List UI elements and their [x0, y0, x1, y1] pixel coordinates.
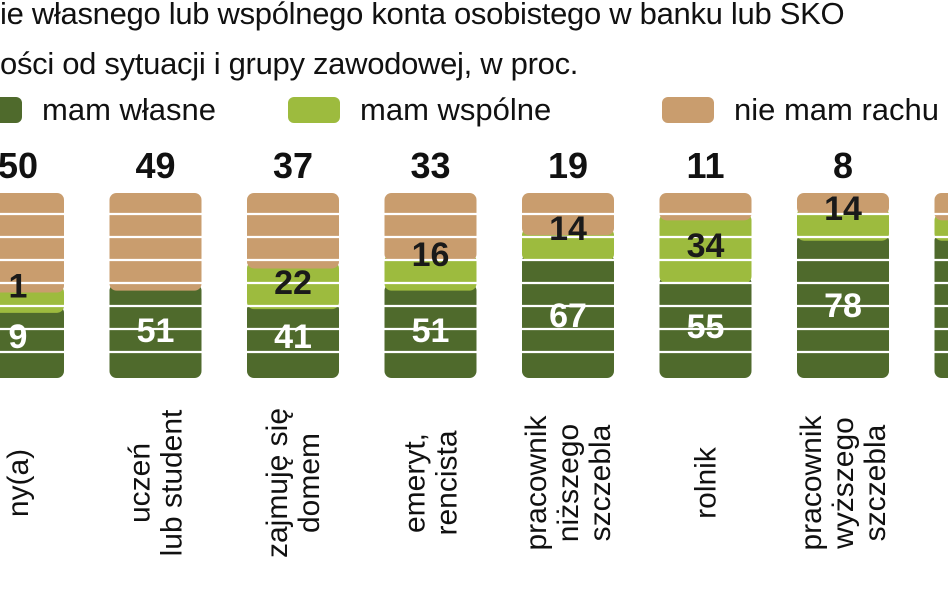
legend-swatch-own — [0, 97, 22, 123]
x-tick-label-text: ny(a) — [2, 449, 35, 517]
chart-title: ie własnego lub wspólnego konta osobiste… — [0, 0, 845, 31]
data-label-shared: 22 — [274, 264, 312, 302]
data-label-own: 67 — [549, 297, 587, 335]
data-label-none: 11 — [686, 145, 724, 186]
x-tick-label: zajmuję siędomem — [261, 408, 326, 558]
data-label-own: 55 — [687, 308, 725, 346]
bar-segment-shared — [659, 213, 752, 284]
legend-item-none: nie mam rachu — [662, 90, 939, 130]
x-tick-label: pracownikwyższegoszczebla — [795, 414, 892, 550]
x-tick-label-line: domem — [293, 433, 326, 533]
bar-segment-own — [109, 283, 202, 378]
data-label-shared: 16 — [412, 236, 450, 274]
bar-segment-shared — [797, 207, 889, 241]
data-label-shared: 14 — [549, 210, 587, 248]
data-label-own: 78 — [824, 287, 862, 325]
bar-segment-own — [384, 283, 477, 378]
x-tick-label-line: ny(a) — [2, 449, 35, 517]
bar-segment-shared — [247, 261, 339, 310]
data-label-own: 41 — [274, 318, 312, 356]
x-tick-label: ny(a) — [2, 449, 35, 517]
bar-segment-own — [522, 254, 614, 378]
x-tick-label-line: pracownik — [520, 414, 553, 550]
legend-label-own: mam własne — [42, 92, 216, 127]
x-tick-label-line: szczebla — [859, 424, 892, 541]
x-tick-label-line: zajmuję się — [261, 408, 294, 558]
x-tick-label-text: uczeńlub student — [124, 409, 189, 556]
x-tick-label-text: emeryt,rencista — [399, 430, 464, 535]
bar-segment-none — [659, 193, 752, 221]
legend-swatch-shared — [288, 97, 340, 123]
data-label-none: 19 — [548, 145, 588, 186]
x-tick-label-text: pracownikwyższegoszczebla — [795, 414, 892, 550]
bar-segment-own — [247, 302, 339, 378]
data-label-own: 51 — [412, 312, 450, 350]
legend-swatch-none — [662, 97, 714, 123]
data-label-shared: 14 — [824, 190, 862, 228]
legend-label-none: nie mam rachu — [734, 92, 940, 127]
data-label-none: 50 — [0, 145, 38, 186]
legend-label-shared: mam wspólne — [360, 92, 552, 127]
x-tick-label: emeryt,rencista — [399, 430, 464, 535]
x-tick-label: uczeńlub student — [124, 409, 189, 556]
x-tick-label-line: lub student — [156, 409, 189, 556]
x-tick-label-text: rolnik — [690, 446, 723, 519]
x-tick-label-line: pracownik — [795, 414, 828, 550]
bar-segment-none — [934, 193, 948, 221]
data-label-none: 37 — [273, 145, 313, 186]
data-label-shared: 1 — [9, 268, 28, 306]
chart-subtitle: ości od sytuacji i grupy zawodowej, w pr… — [0, 46, 579, 81]
data-label-none: 49 — [135, 145, 175, 186]
legend-item-own: mam własne — [0, 90, 216, 130]
x-tick-label-line: emeryt, — [399, 433, 432, 533]
legend-item-shared: mam wspólne — [288, 90, 551, 130]
x-tick-label-line: niższego — [552, 424, 585, 542]
bar-segment-none — [0, 193, 64, 293]
data-label-own: 51 — [137, 312, 175, 350]
bar-segment-none — [797, 193, 889, 215]
bar-segment-none — [384, 193, 477, 262]
bar-segment-own — [0, 305, 64, 378]
data-label-none: 8 — [833, 145, 853, 186]
x-tick-label-line: uczeń — [124, 443, 157, 523]
x-tick-label-line: rolnik — [690, 446, 723, 519]
x-tick-label-line: rencista — [431, 430, 464, 535]
x-tick-label-text: zajmuję siędomem — [261, 408, 326, 558]
data-label-own: 9 — [9, 318, 28, 356]
baseline — [0, 378, 948, 381]
x-tick-label-text: pracownikniższegoszczebla — [520, 414, 617, 550]
data-label-none: 33 — [410, 145, 450, 186]
data-label-shared: 34 — [687, 227, 725, 265]
x-tick-label-line: szczebla — [584, 424, 617, 541]
bar-segment-none — [247, 193, 339, 269]
x-tick-label: rolnik — [690, 446, 723, 519]
x-tick-label-line: wyższego — [827, 417, 860, 550]
bar-segment-none — [109, 193, 202, 291]
x-tick-label: pracownikniższegoszczebla — [520, 414, 617, 550]
bar-segment-shared — [384, 254, 477, 291]
